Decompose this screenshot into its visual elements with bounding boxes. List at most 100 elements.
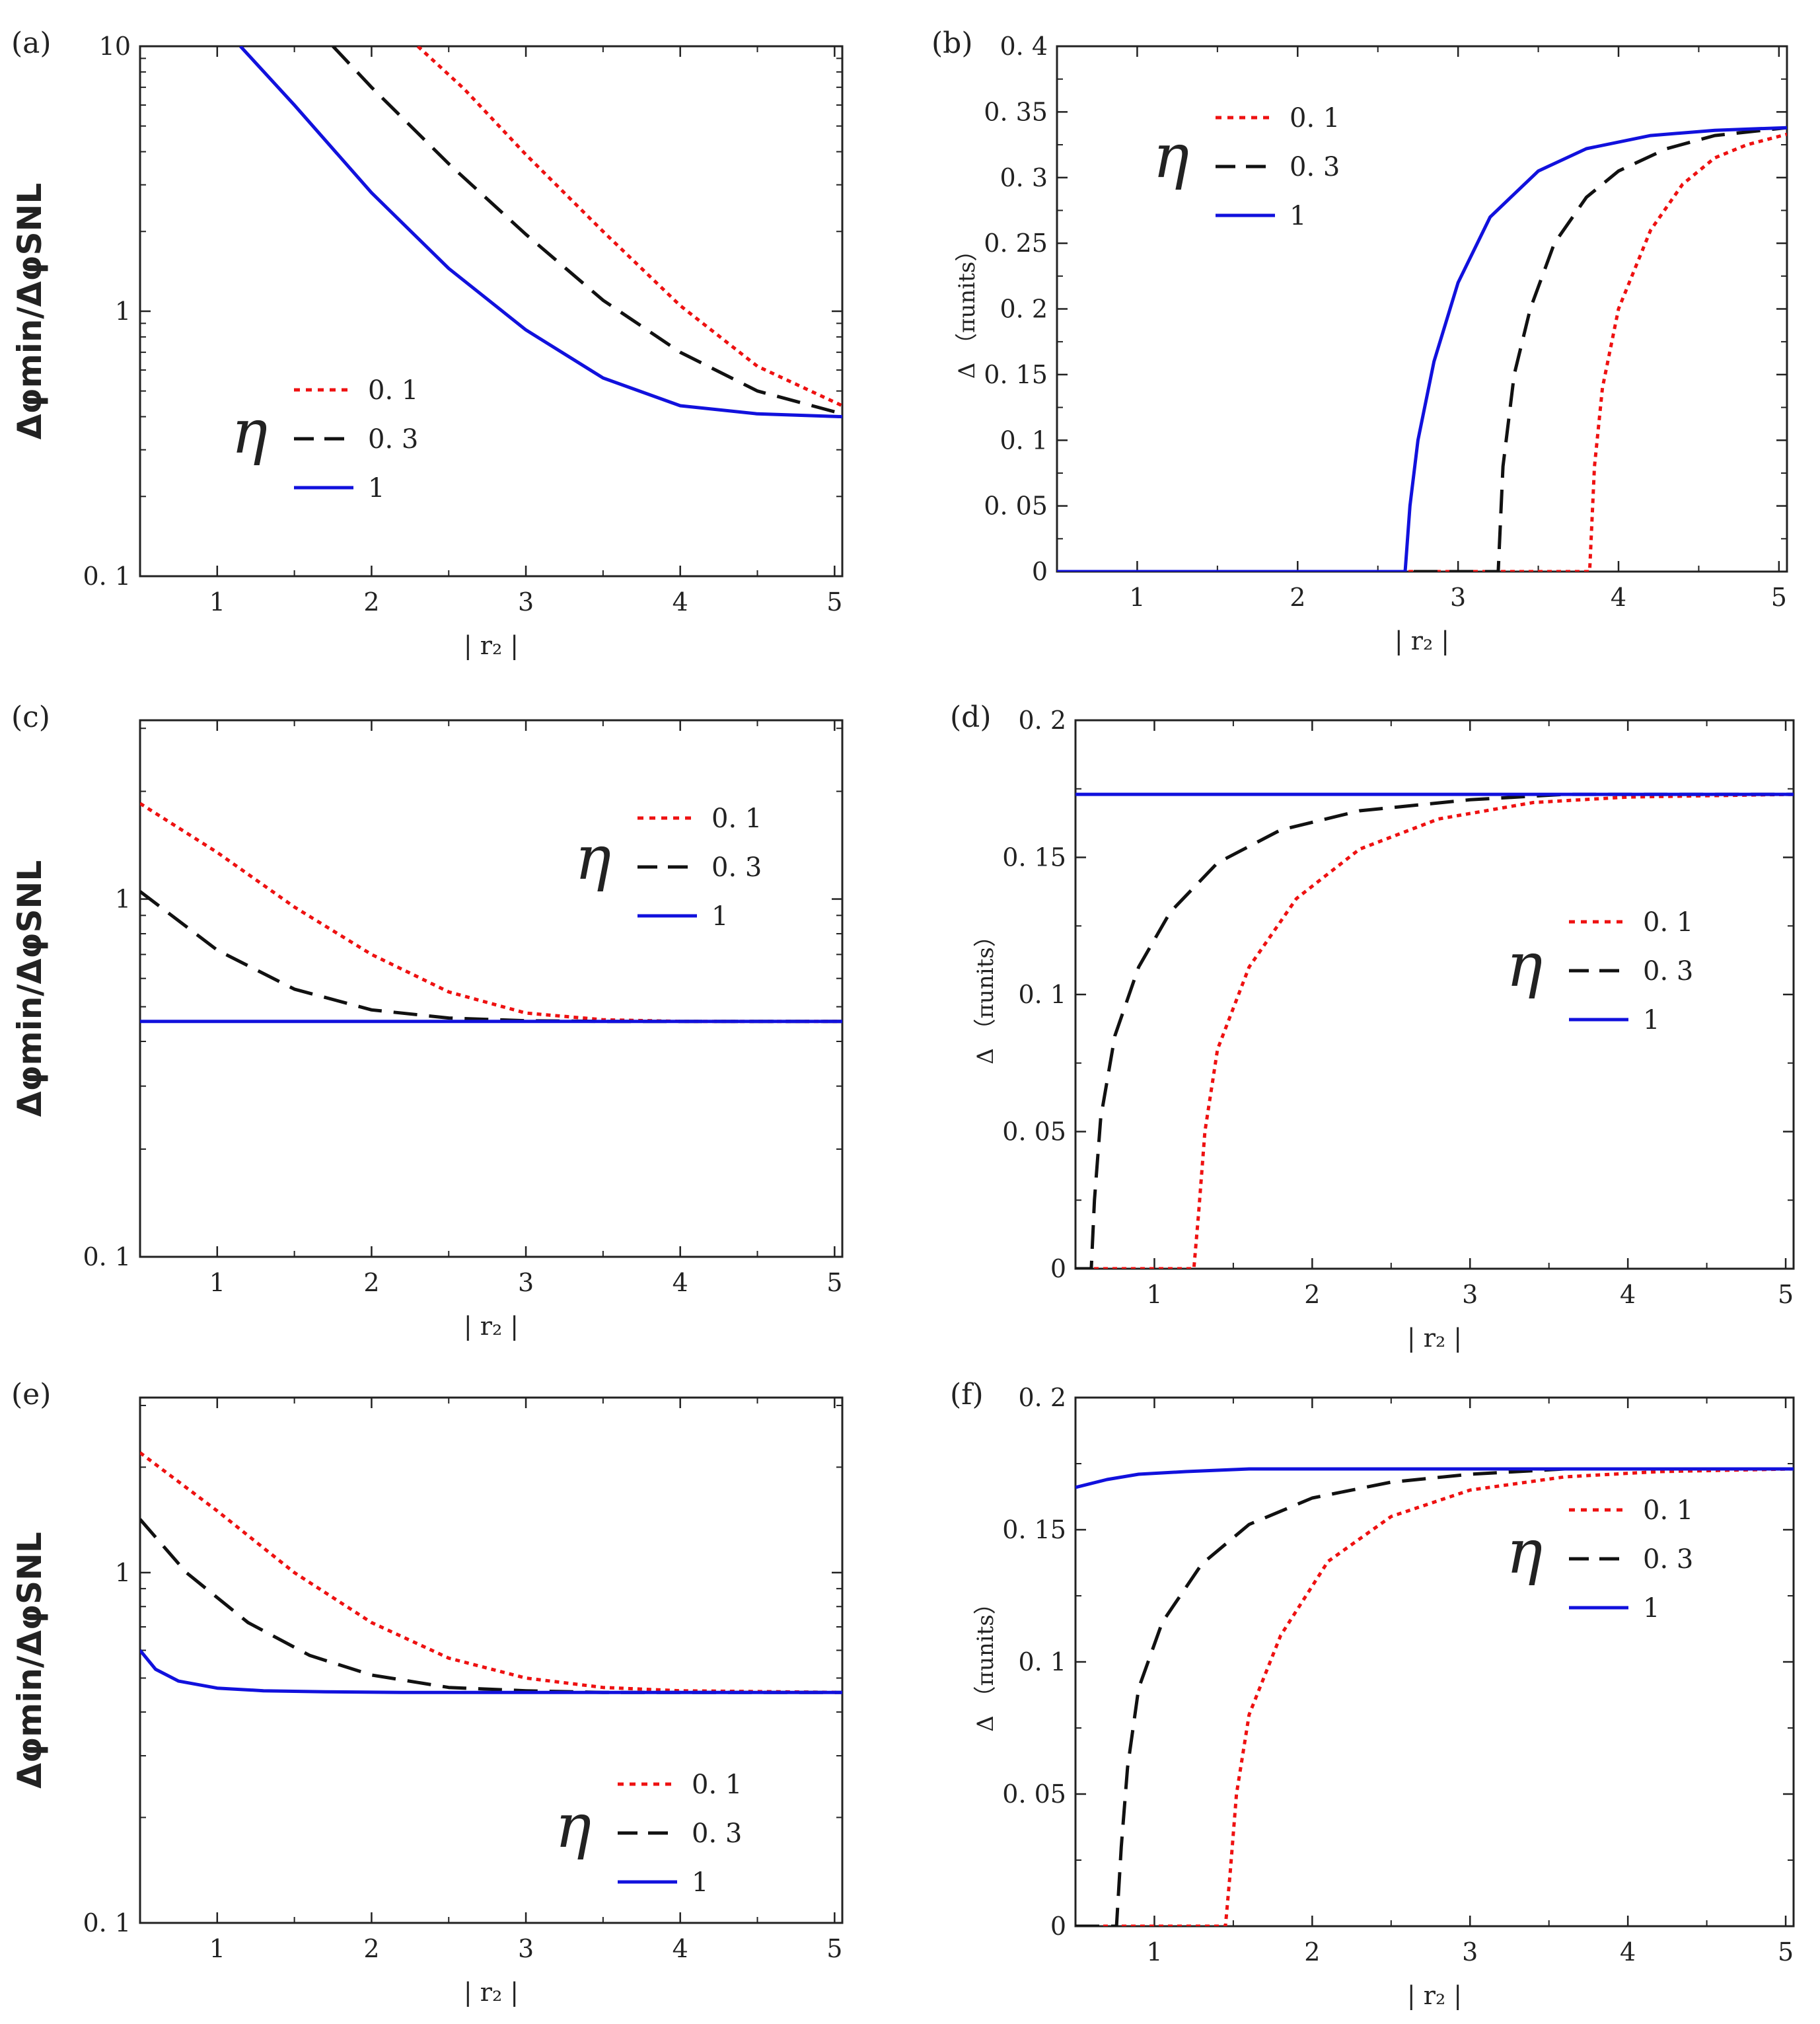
series-group — [140, 1451, 842, 1694]
x-tick-label: 3 — [1462, 1280, 1478, 1309]
legend-title-eta: η — [575, 823, 611, 893]
x-tick-label: 4 — [673, 1268, 688, 1297]
series-line-eta-03 — [1075, 1467, 1794, 1926]
legend-label: 1 — [711, 901, 728, 932]
series-line-eta-03 — [1057, 126, 1787, 572]
legend-title-eta: η — [1506, 1517, 1543, 1587]
series-line-eta-01 — [1057, 132, 1787, 572]
panel-label: (b) — [931, 26, 973, 60]
y-axis-title: Δ （πunits） — [972, 1592, 999, 1732]
y-tick-label: 0. 15 — [1002, 1515, 1066, 1544]
legend-label: 0. 3 — [1643, 1544, 1693, 1575]
series-line-eta-1 — [1057, 126, 1787, 572]
y-tick-label: 0. 15 — [1002, 843, 1066, 872]
y-tick-label: 0. 1 — [1018, 1647, 1066, 1676]
x-axis-title: | r₂ | — [1395, 626, 1449, 656]
x-tick-label: 1 — [209, 587, 225, 617]
y-tick-label: 0. 05 — [1002, 1117, 1066, 1146]
legend: 0. 1 0. 3 1 η — [231, 375, 418, 504]
panel-label: (c) — [11, 700, 50, 734]
x-tick-label: 3 — [1462, 1937, 1478, 1967]
series-line-eta-1 — [1075, 1467, 1794, 1489]
series-line-eta-03 — [1075, 792, 1794, 1269]
series-line-eta-01 — [1075, 1467, 1794, 1926]
legend-label: 0. 3 — [692, 1818, 742, 1849]
legend-title-eta: η — [1506, 930, 1543, 1000]
axes-frame — [1074, 1396, 1795, 1928]
x-tick-label: 4 — [673, 587, 688, 617]
series-group — [1075, 792, 1794, 1269]
legend-label: 0. 3 — [1643, 956, 1693, 987]
legend-label: 0. 3 — [1290, 152, 1340, 182]
y-tick-label: 1 — [115, 1558, 131, 1587]
legend-title-eta: η — [231, 396, 268, 467]
y-axis-title: Δφmin/ΔφSNL — [11, 183, 49, 439]
panel-e: 1 2 3 4 5 0. 1 1 (e) | r₂ | Δφmin/ΔφSNL 0. 1 0. 3 1 η — [11, 1378, 844, 2007]
x-tick-label: 5 — [1778, 1937, 1794, 1967]
x-tick-label: 5 — [1778, 1280, 1794, 1309]
x-tick-label: 5 — [826, 587, 842, 617]
y-tick-label: 0. 2 — [1000, 295, 1048, 324]
y-tick-label: 0. 2 — [1018, 1383, 1066, 1412]
y-axis-title: Δφmin/ΔφSNL — [11, 1532, 49, 1788]
x-tick-label: 5 — [1771, 583, 1787, 612]
legend-label: 0. 1 — [368, 375, 418, 406]
x-tick-label: 1 — [1146, 1937, 1162, 1967]
series-group — [239, 46, 842, 419]
y-tick-label: 0 — [1050, 1254, 1066, 1283]
y-tick-label: 0 — [1032, 557, 1048, 586]
x-tick-label: 4 — [673, 1934, 688, 1963]
y-axis-title: Δ （πunits） — [954, 239, 980, 379]
y-tick-label: 0. 1 — [83, 1908, 131, 1937]
y-tick-label: 1 — [115, 297, 131, 326]
legend-label: 1 — [1290, 201, 1306, 231]
y-tick-label: 0. 25 — [984, 229, 1048, 258]
legend-title-eta: η — [1153, 121, 1189, 192]
x-tick-label: 5 — [826, 1268, 842, 1297]
legend-label: 0. 1 — [711, 804, 762, 834]
series-line-eta-01 — [140, 802, 842, 1024]
legend: 0. 1 0. 3 1 η — [555, 1770, 742, 1898]
x-tick-label: 4 — [1611, 583, 1626, 612]
series-group — [1075, 1467, 1794, 1926]
series-line-eta-01 — [1075, 792, 1794, 1269]
y-tick-label: 0. 3 — [1000, 163, 1048, 192]
series-group — [140, 802, 842, 1024]
x-tick-label: 2 — [363, 1268, 379, 1297]
series-line-eta-03 — [332, 46, 842, 416]
y-axis-title: Δφmin/ΔφSNL — [11, 860, 49, 1117]
panel-label: (f) — [950, 1378, 984, 1411]
y-tick-label: 0. 1 — [1000, 426, 1048, 455]
legend-label: 0. 1 — [1643, 1495, 1693, 1526]
x-axis-title: | r₂ | — [464, 1978, 519, 2007]
series-group — [1057, 126, 1787, 572]
legend: 0. 1 0. 3 1 η — [575, 804, 762, 932]
x-tick-label: 5 — [826, 1934, 842, 1963]
legend-label: 0. 3 — [368, 424, 418, 455]
y-tick-label: 10 — [99, 32, 131, 61]
x-axis-title: | r₂ | — [464, 1312, 519, 1341]
legend-label: 1 — [368, 473, 384, 504]
x-tick-label: 3 — [518, 1934, 534, 1963]
panel-label: (a) — [11, 26, 52, 60]
x-tick-label: 3 — [1450, 583, 1466, 612]
panel-label: (d) — [950, 700, 992, 734]
panel-f: 1 2 3 4 5 0 0. 05 0. 1 0. 15 0. 2 (f) | r₂ | Δ （πuni… — [950, 1378, 1795, 2010]
x-tick-label: 2 — [1304, 1280, 1320, 1309]
x-tick-label: 2 — [363, 1934, 379, 1963]
x-tick-label: 1 — [1146, 1280, 1162, 1309]
legend-label: 1 — [1643, 1593, 1659, 1624]
y-tick-label: 0 — [1050, 1912, 1066, 1941]
legend-label: 0. 3 — [711, 852, 762, 883]
y-tick-label: 0. 1 — [83, 562, 131, 591]
x-axis-title: | r₂ | — [1407, 1324, 1462, 1353]
x-tick-label: 2 — [363, 587, 379, 617]
x-tick-label: 4 — [1620, 1280, 1636, 1309]
series-line-eta-1 — [239, 46, 842, 419]
series-line-eta-1 — [140, 1649, 842, 1694]
y-tick-label: 1 — [115, 885, 131, 914]
y-tick-label: 0. 05 — [1002, 1780, 1066, 1809]
series-line-eta-01 — [416, 46, 842, 408]
panel-a: 1 2 3 4 5 0. 1 1 10 (a) | r₂ | Δφmin/ΔφSNL 0. 1 0. 3… — [11, 26, 844, 660]
legend-label: 0. 1 — [1290, 103, 1340, 133]
